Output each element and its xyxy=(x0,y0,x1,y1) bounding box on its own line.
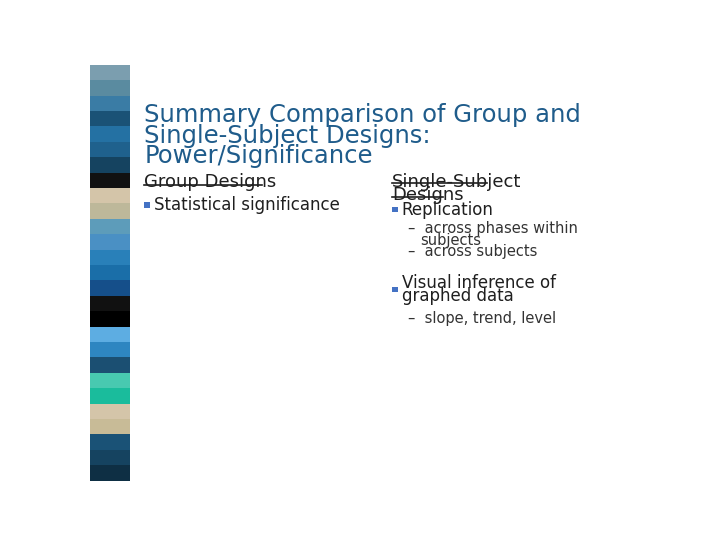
Text: –  across subjects: – across subjects xyxy=(408,244,537,259)
Bar xyxy=(144,202,150,208)
Bar xyxy=(90,188,130,204)
Bar xyxy=(90,265,130,280)
Bar xyxy=(90,373,130,388)
Bar xyxy=(90,219,130,234)
Bar xyxy=(90,388,130,403)
Bar xyxy=(90,342,130,357)
Text: –  slope, trend, level: – slope, trend, level xyxy=(408,312,556,326)
Bar xyxy=(90,80,130,96)
Bar xyxy=(90,434,130,450)
Text: Statistical significance: Statistical significance xyxy=(153,196,339,214)
Bar xyxy=(90,450,130,465)
Text: Replication: Replication xyxy=(402,200,493,219)
Bar xyxy=(90,280,130,296)
Text: subjects: subjects xyxy=(420,233,481,248)
Bar xyxy=(90,173,130,188)
Bar xyxy=(90,111,130,126)
Bar xyxy=(90,234,130,249)
Bar xyxy=(90,327,130,342)
Text: graphed data: graphed data xyxy=(402,287,513,305)
Text: Single-Subject: Single-Subject xyxy=(392,173,521,191)
Bar xyxy=(90,465,130,481)
Bar xyxy=(90,142,130,157)
Text: Visual inference of: Visual inference of xyxy=(402,274,556,293)
Bar xyxy=(90,296,130,311)
Text: Designs: Designs xyxy=(392,186,464,205)
Bar xyxy=(90,157,130,173)
Bar xyxy=(90,249,130,265)
Bar xyxy=(90,65,130,80)
Bar xyxy=(90,419,130,434)
Bar xyxy=(90,357,130,373)
Bar xyxy=(90,403,130,419)
Bar xyxy=(90,204,130,219)
Bar xyxy=(90,126,130,142)
Text: Power/Significance: Power/Significance xyxy=(144,144,373,168)
Bar xyxy=(90,311,130,327)
Text: –  across phases within: – across phases within xyxy=(408,220,577,235)
Bar xyxy=(392,287,397,292)
Bar xyxy=(90,96,130,111)
Bar xyxy=(392,207,397,212)
Text: Single-Subject Designs:: Single-Subject Designs: xyxy=(144,124,431,148)
Text: Group Designs: Group Designs xyxy=(144,173,276,191)
Text: Summary Comparison of Group and: Summary Comparison of Group and xyxy=(144,103,581,127)
